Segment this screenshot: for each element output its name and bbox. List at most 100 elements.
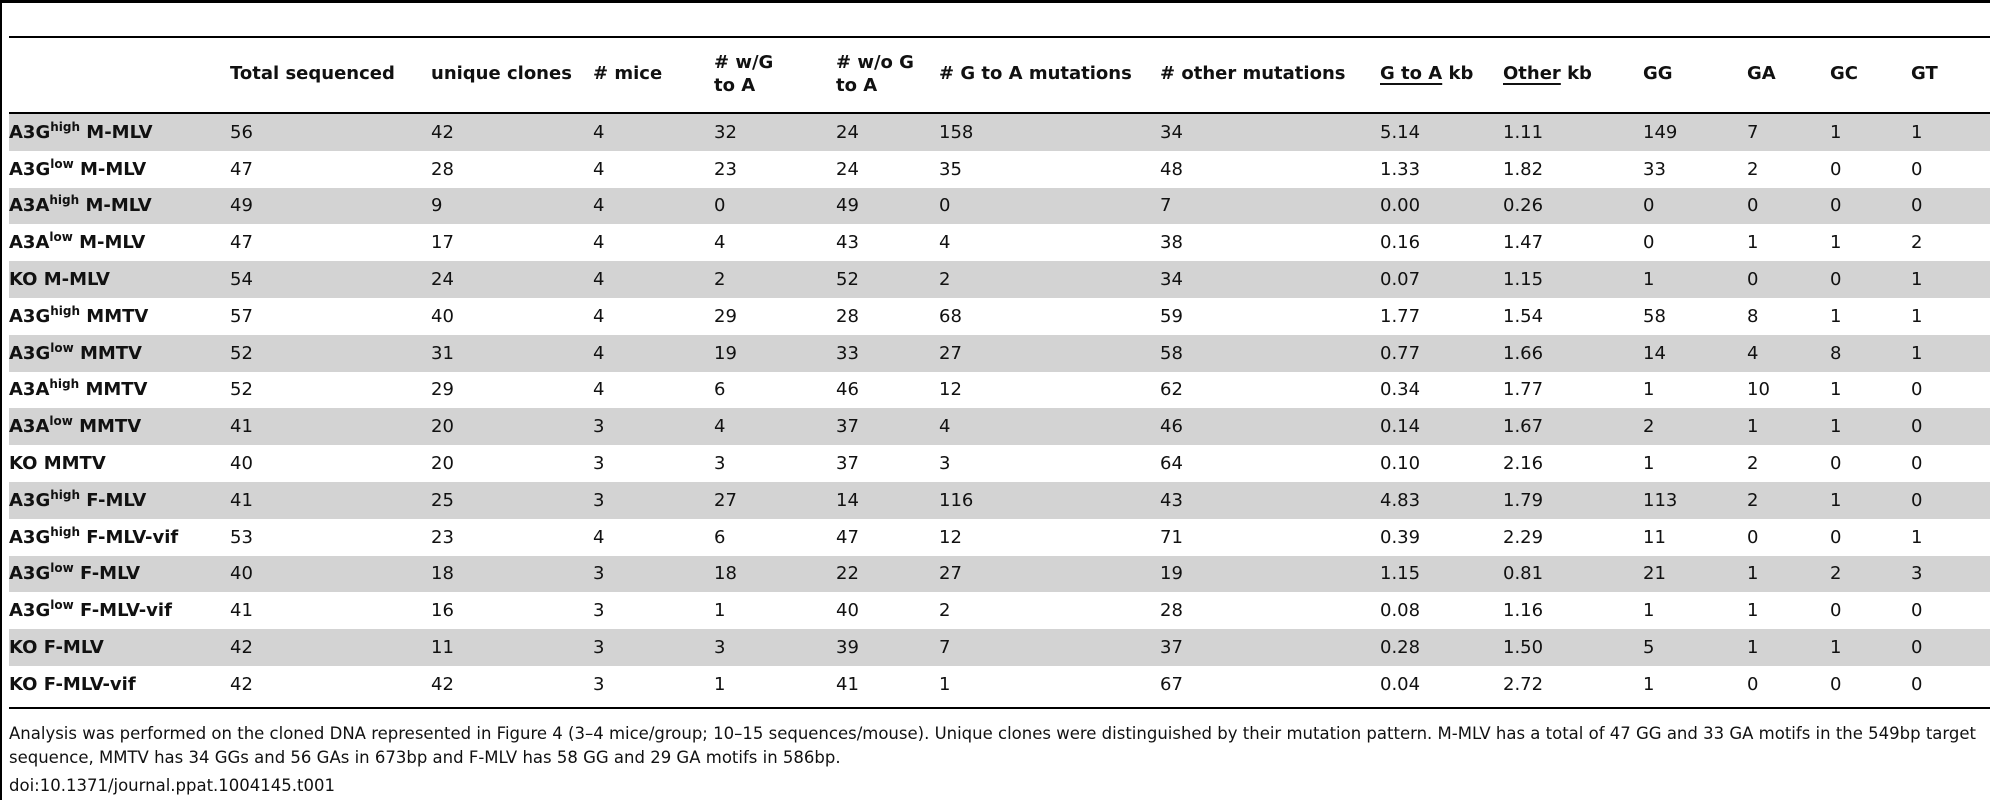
table-cell: 0 xyxy=(1830,526,1842,548)
table-cell: 19 xyxy=(1160,555,1380,593)
row-label: A3Alow MMTV xyxy=(9,408,230,446)
table-cell: 1.11 xyxy=(1503,114,1643,151)
table-row: KO M-MLV 54 24 4 2 52 2 34 0.07 1.15 1 0 0 1 xyxy=(9,261,1990,298)
table-cell: 3 xyxy=(593,673,605,695)
row-label-strain: KO xyxy=(9,453,38,475)
table-cell: 1 xyxy=(1643,673,1655,695)
table-cell: 5 xyxy=(1643,629,1747,666)
table-cell: 42 xyxy=(431,673,454,695)
table-cell: 33 xyxy=(836,334,939,372)
table-cell: 39 xyxy=(836,629,939,666)
table-cell: 23 xyxy=(431,526,454,548)
header-top-rule xyxy=(9,36,1990,38)
table-row: A3Glow F-MLV 40 18 3 18 22 27 19 1.15 0.81 21 1 2 3 xyxy=(9,555,1990,593)
table-cell: 0 xyxy=(1911,158,1923,180)
table-cell: 0 xyxy=(1911,481,1990,519)
row-label-strain: A3G xyxy=(9,121,51,143)
table-cell: 3 xyxy=(593,408,714,446)
table-cell: 0.04 xyxy=(1380,673,1421,695)
table-cell: 0 xyxy=(1747,526,1759,548)
table-row: A3Glow M-MLV 47 28 4 23 24 35 48 1.33 1.82 33 2 0 0 xyxy=(9,151,1990,188)
row-label: A3Glow F-MLV xyxy=(9,555,230,593)
table-cell: 1.15 xyxy=(1503,261,1643,298)
table-cell: 1 xyxy=(1643,379,1655,401)
row-label-strain: KO xyxy=(9,673,38,695)
table-cell: 52 xyxy=(230,379,253,401)
table-cell: 40 xyxy=(230,453,253,475)
row-label-virus: F-MLV-vif xyxy=(73,600,172,622)
row-label-strain: KO xyxy=(9,269,38,291)
table-cell: 52 xyxy=(836,261,939,298)
table-cell: 16 xyxy=(431,600,454,622)
row-label-strain: A3G xyxy=(9,600,51,622)
row-label: A3Ghigh F-MLV xyxy=(9,481,230,519)
table-cell: 33 xyxy=(1643,158,1666,180)
row-label-expression: low xyxy=(50,156,74,171)
table-cell: 4 xyxy=(714,232,726,254)
table-cell: 4 xyxy=(593,114,714,151)
row-label-virus: M-MLV xyxy=(79,195,152,217)
table-cell: 0.10 xyxy=(1380,453,1421,475)
table-cell: 11 xyxy=(431,629,593,666)
table-cell: 2 xyxy=(939,600,951,622)
table-cell: 3 xyxy=(1911,555,1990,593)
table-cell: 23 xyxy=(714,158,737,180)
table-cell: 4 xyxy=(593,305,605,327)
table-cell: 2 xyxy=(1747,453,1759,475)
table-cell: 4 xyxy=(593,158,605,180)
header-gt: GT xyxy=(1911,63,1938,84)
table-cell: 4 xyxy=(939,408,1160,446)
table-cell: 24 xyxy=(431,261,593,298)
table-cell: 41 xyxy=(230,408,431,446)
table-cell: 1 xyxy=(1747,629,1830,666)
row-label-strain: A3A xyxy=(9,379,50,401)
table-cell: 38 xyxy=(1160,232,1183,254)
row-label-expression: high xyxy=(49,377,80,392)
table-cell: 3 xyxy=(714,629,836,666)
row-label-virus: M-MLV xyxy=(72,232,146,254)
row-label-expression: low xyxy=(50,598,74,613)
row-label-virus: M-MLV xyxy=(37,269,110,291)
table-cell: 3 xyxy=(593,481,714,519)
row-label-virus: F-MLV-vif xyxy=(80,526,179,548)
header-with-g-to-a-line1: # w/G xyxy=(714,52,774,73)
table-cell: 4 xyxy=(593,379,605,401)
table-cell: 27 xyxy=(939,334,1160,372)
table-cell: 0.77 xyxy=(1380,334,1503,372)
row-label-expression: low xyxy=(49,414,73,429)
table-cell: 1.47 xyxy=(1503,232,1544,254)
row-label-virus: F-MLV xyxy=(37,637,104,659)
row-label-strain: A3G xyxy=(9,158,51,180)
table-cell: 19 xyxy=(714,334,836,372)
table-cell: 6 xyxy=(714,379,726,401)
table-cell: 1 xyxy=(1830,379,1842,401)
table-cell: 2 xyxy=(714,261,836,298)
header-total-sequenced: Total sequenced xyxy=(230,63,395,84)
table-cell: 14 xyxy=(836,481,939,519)
table-cell: 35 xyxy=(939,158,962,180)
table-cell: 62 xyxy=(1160,379,1183,401)
row-label: A3Ahigh M-MLV xyxy=(9,187,230,225)
table-cell: 59 xyxy=(1160,305,1183,327)
row-label-expression: low xyxy=(50,561,74,576)
table-cell: 2 xyxy=(1747,158,1759,180)
table-cell: 0.34 xyxy=(1380,379,1421,401)
table-cell: 1 xyxy=(1911,334,1990,372)
row-label: KO MMTV xyxy=(9,445,230,482)
table-cell: 3 xyxy=(939,453,951,475)
table-cell: 149 xyxy=(1643,114,1747,151)
header-without-g-to-a: # w/o G to A xyxy=(836,51,914,97)
table-cell: 1 xyxy=(1747,555,1830,593)
header-other-kb-underlined: Other xyxy=(1503,63,1561,84)
table-bottom-rule xyxy=(9,707,1990,709)
table-cell: 0 xyxy=(1911,187,1990,225)
header-g-to-a-kb-underlined: G to A xyxy=(1380,63,1443,84)
table-cell: 47 xyxy=(836,526,859,548)
table-cell: 1 xyxy=(1643,453,1655,475)
table-cell: 67 xyxy=(1160,673,1183,695)
table-cell: 42 xyxy=(431,114,593,151)
row-label-expression: high xyxy=(50,487,81,502)
table-cell: 0 xyxy=(1747,673,1759,695)
table-cell: 56 xyxy=(230,114,431,151)
header-unique-clones: unique clones xyxy=(431,63,572,84)
